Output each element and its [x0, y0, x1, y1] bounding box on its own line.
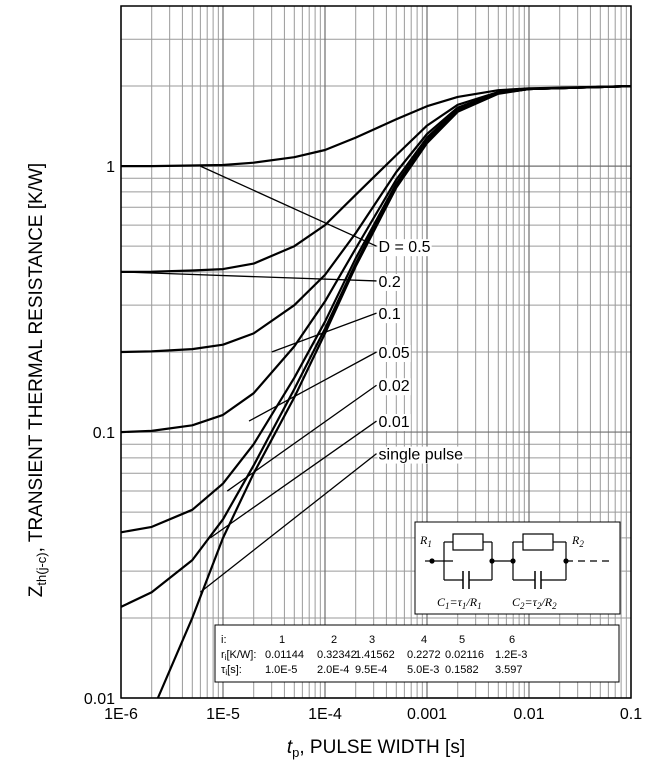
- parameter-table: i: ri[K/W]: τi[s]: 1 2 3 4 5 60.01144 0.323421…: [214, 624, 620, 683]
- table-cell: 0.1582: [445, 664, 479, 676]
- leader-line: [200, 165, 377, 247]
- table-cell: 4: [421, 634, 427, 646]
- leader-line: [226, 384, 377, 492]
- curve-label-bg: [377, 273, 402, 291]
- curve-single-pulse: [156, 85, 632, 699]
- table-cell: 3: [369, 634, 375, 646]
- curve-label: 0.05: [379, 345, 410, 362]
- x-tick-label: 1E-5: [206, 706, 240, 723]
- y-axis-label: Zth(j-c), TRANSIENT THERMAL RESISTANCE […: [26, 163, 49, 597]
- curve-label-bg: [377, 239, 432, 257]
- x-tick-label: 1E-6: [104, 706, 138, 723]
- x-tick-labels: 1E-6 1E-5 1E-4 0.001 0.01 0.1: [104, 706, 642, 723]
- curve-label: 0.1: [379, 306, 401, 323]
- curve-label: single pulse: [379, 447, 464, 464]
- curve-label-bg: [377, 446, 465, 464]
- leader-line: [248, 351, 377, 422]
- c2-formula: C2=τ2/R2: [512, 595, 557, 611]
- x-tick-label: 0.001: [407, 706, 447, 723]
- curve-label: 0.2: [379, 274, 401, 291]
- y-tick-labels: 0.01 0.1 1: [84, 159, 115, 708]
- curve-label-bg: [377, 378, 411, 396]
- curve-labels: D = 0.5 0.2 0.1 0.05 0.02 0.01 single pulse: [377, 239, 465, 464]
- table-cell: 1.0E-5: [265, 664, 297, 676]
- resistor-1: [452, 533, 484, 551]
- r2-label: R2: [571, 533, 584, 549]
- curve-label: 0.02: [379, 378, 410, 395]
- curve-label-bg: [377, 306, 402, 324]
- leader-line: [199, 453, 377, 593]
- r1-label: R1: [419, 533, 432, 549]
- resistor-2: [522, 533, 554, 551]
- x-tick-label: 0.1: [620, 706, 642, 723]
- table-cell: 1: [279, 634, 285, 646]
- table-cell: 2: [331, 634, 337, 646]
- table-header-tau: τi[s]:: [221, 664, 242, 677]
- x-tick-label: 0.01: [513, 706, 544, 723]
- c1-formula: C1=τ1/R1: [437, 595, 482, 611]
- table-cell: 5: [459, 634, 465, 646]
- table-cell: 0.2272: [407, 649, 441, 661]
- curve-label: D = 0.5: [379, 239, 431, 256]
- table-cell: 0.02116: [445, 649, 484, 661]
- table-cell: 0.01144: [265, 649, 304, 661]
- curves: [120, 85, 632, 699]
- leader-line: [120, 271, 377, 282]
- curve-label-bg: [377, 414, 411, 432]
- x-axis-label: tp, PULSE WIDTH [s]: [287, 737, 465, 760]
- table-cell: 0.32342: [317, 649, 357, 661]
- plot-frame: [120, 5, 632, 699]
- x-tick-label: 1E-4: [308, 706, 342, 723]
- table-cell: 2.0E-4: [317, 664, 349, 676]
- parameter-table-box: [214, 624, 620, 683]
- curve-label: 0.01: [379, 414, 410, 431]
- table-header-i: i:: [221, 634, 227, 646]
- table-cell: 3.597: [495, 664, 523, 676]
- label-leader-lines: [120, 165, 377, 593]
- table-cell: 5.0E-3: [407, 664, 439, 676]
- table-cell: 1.41562: [355, 649, 395, 661]
- table-cell: 1.2E-3: [495, 649, 527, 661]
- y-tick-label: 0.01: [84, 691, 115, 708]
- thermal-circuit-inset: R1 R2 C1=τ1/R1 C2=τ2/R2: [414, 521, 621, 615]
- curve-label-bg: [377, 345, 411, 362]
- circuit-box: [414, 521, 621, 615]
- leader-line: [209, 420, 377, 539]
- y-tick-label: 1: [106, 159, 115, 176]
- table-header-r: ri[K/W]:: [221, 649, 256, 662]
- table-cell: 9.5E-4: [355, 664, 387, 676]
- y-tick-label: 0.1: [93, 425, 115, 442]
- curve-d-0-5: [121, 85, 632, 168]
- table-cell: 6: [509, 634, 515, 646]
